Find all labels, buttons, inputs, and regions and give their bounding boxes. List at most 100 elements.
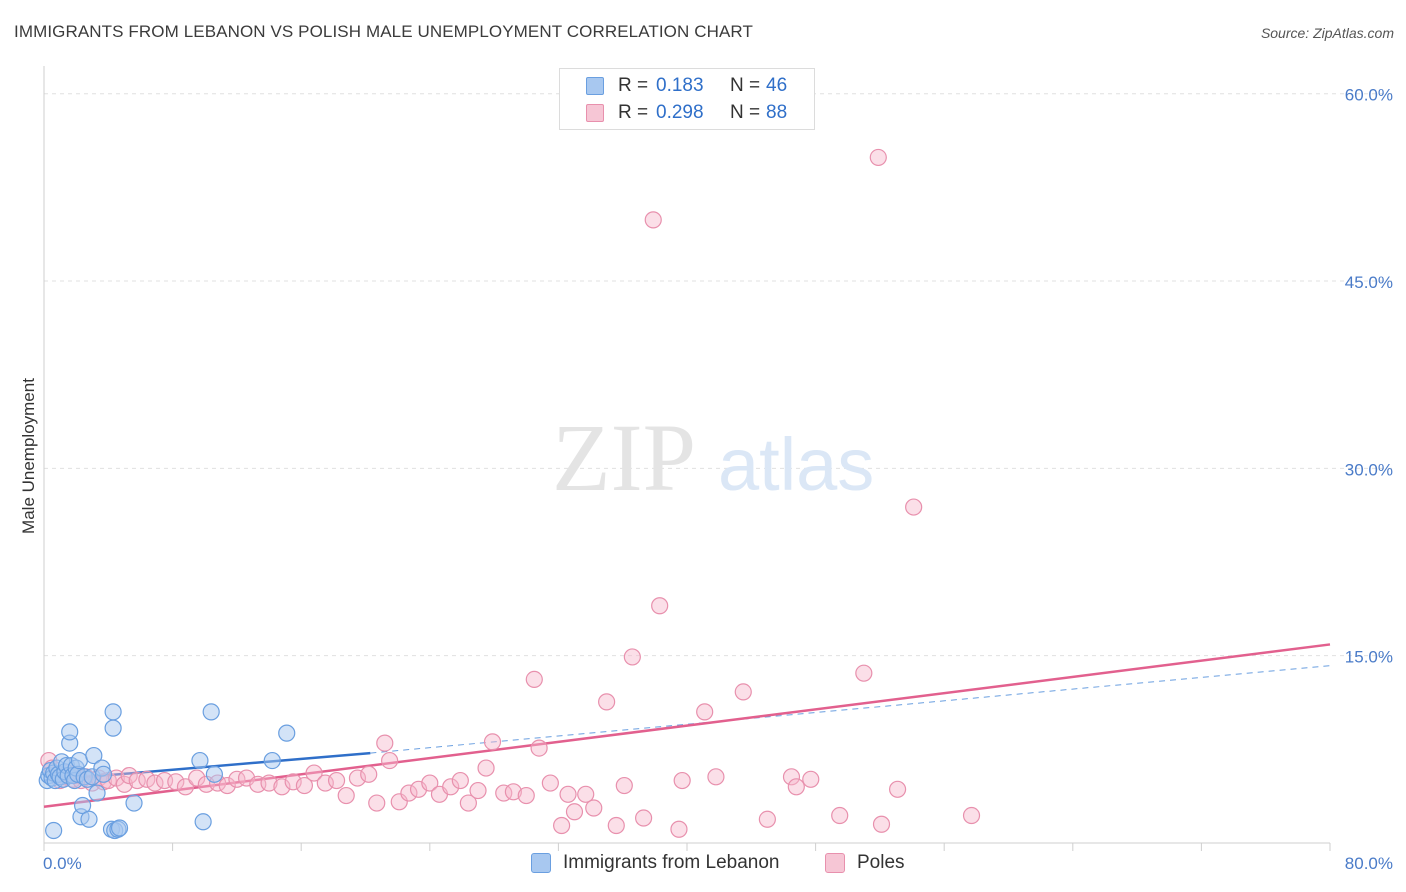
y-tick-label: 15.0%	[1345, 648, 1393, 667]
legend-r-label: R =	[618, 75, 649, 96]
poles-points	[40, 148, 981, 838]
poles-point	[167, 773, 185, 791]
bottom-legend-label-poles: Poles	[857, 852, 905, 873]
y-tick-label: 45.0%	[1345, 273, 1393, 292]
poles-point	[176, 778, 195, 796]
poles-point	[707, 768, 725, 786]
y-tick-label: 30.0%	[1345, 460, 1393, 479]
legend-swatch-poles	[586, 104, 604, 122]
lebanon-point	[104, 703, 122, 721]
poles-point	[530, 739, 548, 757]
lebanon-point	[263, 751, 281, 770]
poles-point	[295, 776, 314, 795]
poles-point	[138, 770, 156, 788]
poles-point	[888, 780, 907, 798]
legend-r-value: 0.183	[656, 75, 704, 96]
poles-point	[504, 783, 522, 801]
poles-point	[451, 771, 469, 790]
poles-point	[376, 734, 394, 752]
poles-point	[696, 703, 714, 721]
poles-trend-line	[43, 643, 1331, 809]
poles-point	[146, 774, 164, 792]
poles-point	[553, 816, 571, 835]
x-tick-labels: 0.0% 80.0%	[43, 854, 1393, 873]
y-tick-label: 60.0%	[1345, 86, 1393, 105]
watermark-zip: ZIP	[552, 404, 696, 511]
poles-point	[368, 794, 386, 812]
poles-point	[115, 775, 133, 793]
lebanon-point	[202, 703, 220, 721]
poles-point	[442, 778, 460, 796]
lebanon-point	[88, 784, 106, 802]
poles-point	[316, 774, 334, 792]
poles-point	[327, 771, 346, 790]
lebanon-points	[38, 703, 296, 840]
lebanon-point	[61, 723, 79, 741]
chart-title: IMMIGRANTS FROM LEBANON VS POLISH MALE U…	[14, 22, 753, 41]
source-label: Source: ZipAtlas.com	[1260, 25, 1394, 41]
legend-n-label: N =	[730, 102, 761, 123]
lebanon-point	[104, 719, 122, 737]
poles-point	[673, 771, 691, 790]
x-tick-label: 0.0%	[43, 854, 82, 873]
poles-point	[559, 785, 577, 803]
poles-point	[284, 773, 302, 791]
legend-n-value: 88	[766, 102, 788, 123]
lebanon-point	[191, 751, 209, 770]
lebanon-point	[45, 821, 63, 840]
x-tick-label: 80.0%	[1345, 854, 1393, 873]
poles-point	[260, 774, 278, 792]
poles-point	[831, 806, 849, 825]
legend-r-label: R =	[618, 102, 649, 123]
poles-point	[802, 770, 820, 788]
poles-point	[348, 769, 367, 787]
lebanon-point	[125, 794, 143, 812]
bottom-legend-swatch-lebanon	[531, 853, 551, 873]
poles-point	[337, 786, 355, 805]
poles-point	[615, 776, 633, 795]
poles-point	[469, 781, 487, 800]
poles-point	[734, 683, 752, 701]
lebanon-point	[205, 765, 223, 783]
poles-point	[483, 733, 502, 751]
poles-point	[541, 774, 559, 792]
poles-point	[607, 816, 625, 835]
poles-point	[381, 751, 399, 770]
poles-point	[577, 785, 595, 803]
poles-point	[598, 693, 616, 711]
poles-point	[905, 498, 923, 516]
poles-point	[962, 806, 981, 825]
legend-n-label: N =	[730, 75, 761, 96]
poles-point	[869, 148, 887, 167]
lebanon-point	[70, 751, 88, 770]
lebanon-point	[110, 819, 129, 837]
watermark-atlas: atlas	[718, 423, 874, 506]
bottom-legend-label-lebanon: Immigrants from Lebanon	[563, 852, 780, 873]
poles-point	[651, 597, 669, 615]
poles-point	[421, 774, 439, 792]
poles-point	[273, 778, 291, 796]
y-axis-label: Male Unemployment	[19, 378, 38, 534]
poles-point	[855, 664, 873, 682]
legend-n-value: 46	[766, 75, 788, 96]
poles-point	[477, 759, 495, 777]
poles-point	[623, 648, 641, 666]
y-tick-labels: 15.0% 30.0% 45.0% 60.0%	[1345, 86, 1393, 667]
poles-point	[360, 765, 378, 783]
lebanon-point	[85, 746, 103, 765]
poles-point	[525, 670, 543, 689]
legend-r-value: 0.298	[656, 102, 704, 123]
poles-point	[585, 799, 603, 817]
grid-lines	[44, 93, 1392, 657]
legend-swatch-lebanon	[586, 77, 604, 95]
lebanon-point	[73, 796, 92, 815]
poles-point	[400, 784, 418, 802]
poles-point	[670, 820, 688, 838]
poles-point	[517, 786, 535, 805]
lebanon-point	[194, 813, 212, 831]
correlation-legend: R = 0.183 N = 46 R = 0.298 N = 88	[559, 68, 815, 130]
poles-point	[565, 803, 584, 821]
poles-point	[787, 778, 805, 796]
poles-point	[758, 810, 776, 828]
